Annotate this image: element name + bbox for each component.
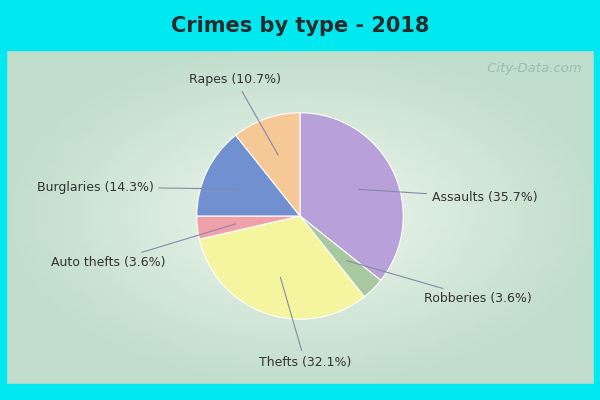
Text: Assaults (35.7%): Assaults (35.7%) <box>359 189 538 204</box>
Wedge shape <box>199 216 364 319</box>
Wedge shape <box>236 113 300 216</box>
Wedge shape <box>197 216 300 239</box>
Text: Rapes (10.7%): Rapes (10.7%) <box>190 73 281 155</box>
Text: Robberies (3.6%): Robberies (3.6%) <box>346 260 532 305</box>
Wedge shape <box>300 113 403 280</box>
Text: City-Data.com: City-Data.com <box>483 62 582 75</box>
Bar <box>0 0 6 400</box>
Text: Crimes by type - 2018: Crimes by type - 2018 <box>171 16 429 36</box>
Bar <box>0 384 600 400</box>
Text: Thefts (32.1%): Thefts (32.1%) <box>259 277 352 369</box>
Text: Burglaries (14.3%): Burglaries (14.3%) <box>37 180 241 194</box>
Bar <box>0 0 600 50</box>
Bar <box>594 0 600 400</box>
Wedge shape <box>300 216 381 297</box>
Wedge shape <box>197 135 300 216</box>
Text: Auto thefts (3.6%): Auto thefts (3.6%) <box>52 224 236 269</box>
